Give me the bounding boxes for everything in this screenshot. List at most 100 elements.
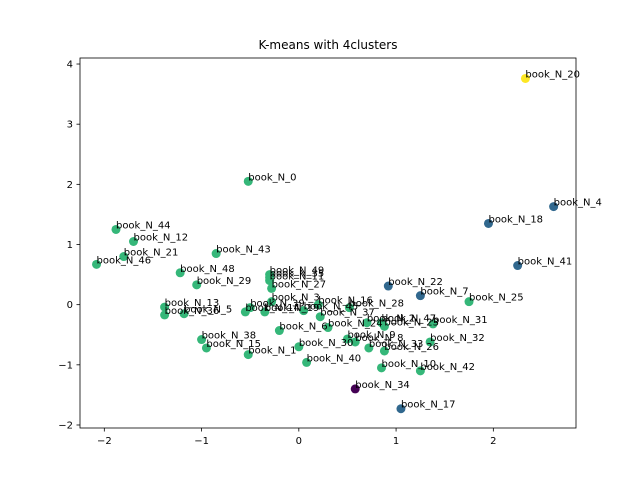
point-book-n-22 (383, 281, 393, 291)
point-label: book_N_24 (328, 319, 383, 330)
point-label: book_N_15 (206, 339, 261, 350)
point-book-n-43 (211, 249, 221, 259)
point-book-n-32 (425, 337, 435, 347)
y-tick-label: 2 (67, 180, 73, 191)
point-label: book_N_18 (488, 214, 543, 225)
point-label: book_N_47 (381, 314, 436, 325)
point-label: book_N_42 (420, 362, 475, 373)
point-book-n-27 (267, 283, 277, 293)
point-labels-layer: book_N_0 book_N_4 book_N_18 book_N_41 book_N… (97, 69, 602, 410)
point-book-n-44 (111, 224, 121, 234)
point-label: book_N_7 (420, 287, 468, 298)
point-label: book_N_37 (320, 308, 375, 319)
point-book-n-6 (274, 326, 284, 336)
y-tick-label: 0 (67, 300, 73, 311)
y-tick-label: −2 (58, 420, 73, 431)
x-tick-label: 2 (490, 436, 496, 447)
point-label: book_N_23 (384, 317, 439, 328)
point-label: book_N_27 (272, 279, 327, 290)
point-label: book_N_34 (355, 380, 410, 391)
point-label: book_N_45 (304, 302, 359, 313)
point-label: book_N_43 (216, 245, 271, 256)
point-book-n-31 (428, 319, 438, 329)
point-book-n-17 (396, 404, 406, 414)
point-label: book_N_22 (388, 277, 443, 288)
point-label: book_N_10 (381, 359, 436, 370)
point-book-n-28 (344, 303, 354, 313)
x-tick-label: −2 (97, 436, 112, 447)
x-tick-label: 1 (393, 436, 399, 447)
point-book-n-48 (175, 268, 185, 278)
point-label: book_N_0 (248, 172, 296, 183)
point-label: book_N_2 (367, 314, 415, 325)
point-book-n-3 (267, 297, 277, 307)
point-book-n-2 (362, 318, 372, 328)
point-label: book_N_4 (554, 198, 602, 209)
point-label: book_N_38 (202, 331, 257, 342)
point-book-n-41 (513, 261, 523, 271)
point-label: book_N_25 (469, 293, 524, 304)
point-book-n-38 (197, 335, 207, 345)
point-label: book_N_46 (97, 255, 152, 266)
point-label: book_N_6 (279, 322, 327, 333)
point-book-n-11 (265, 276, 275, 286)
point-book-n-20 (520, 73, 530, 83)
point-book-n-25 (464, 297, 474, 307)
point-book-n-8 (350, 337, 360, 347)
point-book-n-10 (376, 363, 386, 373)
point-label: book_N_32 (430, 333, 485, 344)
point-label: book_N_39 (250, 299, 305, 310)
y-tick-label: 1 (67, 240, 73, 251)
point-label: book_N_44 (116, 220, 171, 231)
point-label: book_N_33 (369, 339, 424, 350)
chart-title: K-means with 4clusters (258, 38, 397, 52)
point-book-n-4 (549, 202, 559, 212)
point-label: book_N_13 (165, 298, 220, 309)
point-book-n-5 (179, 309, 189, 319)
point-label: book_N_26 (384, 342, 439, 353)
point-label: book_N_40 (307, 353, 362, 364)
point-book-n-30 (294, 342, 304, 352)
point-label: book_N_29 (197, 276, 252, 287)
point-book-n-46 (92, 259, 102, 269)
point-label: book_N_9 (347, 330, 395, 341)
point-book-n-23 (379, 321, 389, 331)
point-label: book_N_30 (299, 338, 354, 349)
point-label: book_N_21 (124, 248, 179, 259)
point-book-n-7 (415, 291, 425, 301)
y-tick-label: 3 (67, 120, 73, 131)
point-label: book_N_19 (265, 303, 320, 314)
point-book-n-24 (323, 323, 333, 333)
point-label: book_N_11 (270, 272, 325, 283)
point-book-n-9 (342, 334, 352, 344)
point-book-n-26 (379, 346, 389, 356)
point-label: book_N_31 (433, 315, 488, 326)
y-tick-label: −1 (58, 360, 73, 371)
axes-layer: −2 −1 0 1 2 −2 −1 0 1 2 3 4 (58, 57, 577, 447)
point-label: book_N_28 (349, 299, 404, 310)
points-layer (92, 73, 559, 414)
point-book-n-29 (192, 280, 202, 290)
point-label: book_N_41 (518, 257, 573, 268)
point-label: book_N_14 (245, 303, 300, 314)
point-label: book_N_3 (272, 293, 320, 304)
point-book-n-15 (201, 343, 211, 353)
point-label: book_N_48 (180, 264, 235, 275)
point-book-n-1 (243, 350, 253, 360)
point-book-n-42 (415, 366, 425, 376)
point-label: book_N_49 (270, 266, 325, 277)
point-book-n-0 (243, 176, 253, 186)
point-label: book_N_12 (133, 232, 188, 243)
plot-frame (79, 57, 577, 429)
point-label: book_N_36 (165, 306, 220, 317)
point-book-n-34 (350, 384, 360, 394)
x-tick-label: −1 (194, 436, 209, 447)
point-book-n-37 (315, 312, 325, 322)
y-tick-label: 4 (67, 60, 73, 71)
point-book-n-45 (299, 306, 309, 316)
point-label: book_N_35 (270, 269, 325, 280)
point-label: book_N_8 (355, 333, 403, 344)
point-book-n-18 (483, 218, 493, 228)
point-book-n-21 (119, 252, 129, 262)
